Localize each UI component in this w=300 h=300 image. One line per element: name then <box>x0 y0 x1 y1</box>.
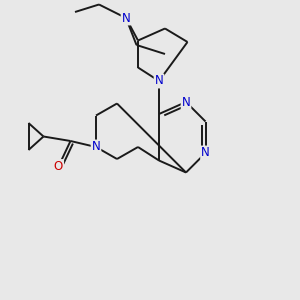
Text: O: O <box>54 160 63 173</box>
Text: N: N <box>154 74 164 88</box>
Text: N: N <box>182 95 190 109</box>
Text: N: N <box>122 11 130 25</box>
Text: N: N <box>92 140 100 154</box>
Text: N: N <box>201 146 210 160</box>
